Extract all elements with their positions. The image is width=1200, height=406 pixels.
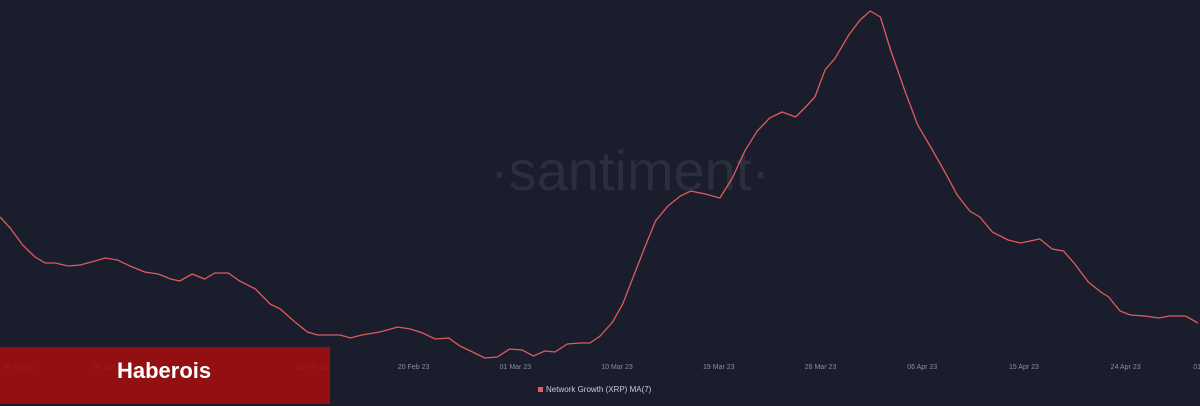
legend-label[interactable]: Network Growth (XRP) MA(7) [546, 385, 652, 394]
line [0, 10, 1199, 359]
x-tick-label: 10 Mar 23 [601, 364, 633, 371]
x-tick-label: 01 May [1193, 364, 1200, 371]
x-tick-label: 06 Apr 23 [907, 364, 937, 371]
x-tick-label: 15 Apr 23 [1009, 364, 1039, 371]
legend-swatch [538, 387, 543, 392]
x-tick-label: 20 Feb 23 [398, 364, 430, 371]
plot [0, 10, 1199, 359]
x-tick-label: 19 Mar 23 [703, 364, 735, 371]
watermark: ·santiment· [490, 139, 770, 202]
x-tick-label: 01 Mar 23 [500, 364, 532, 371]
banner-text: Haberois [117, 358, 211, 383]
banner [0, 347, 330, 404]
x-tick-label: 24 Apr 23 [1111, 364, 1141, 371]
x-tick-label: 28 Mar 23 [805, 364, 837, 371]
